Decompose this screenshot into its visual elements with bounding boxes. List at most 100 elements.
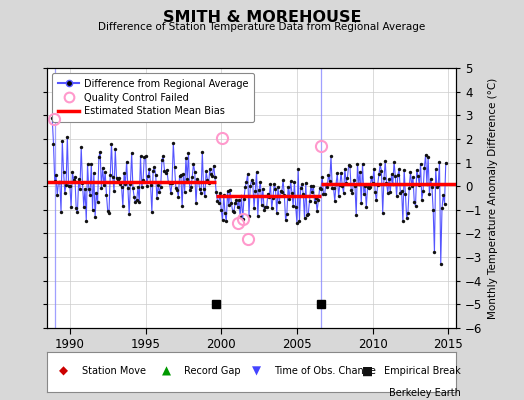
Point [359,190,368,197]
Point [268,205,276,212]
Point [352,212,361,218]
Point [151,172,160,178]
Point [342,180,351,186]
Point [435,159,444,165]
Point [365,185,373,191]
Point [266,180,275,187]
Point [177,172,185,178]
Point [155,189,163,195]
Point [193,176,201,182]
Point [106,172,114,179]
Point [399,218,407,224]
Point [244,171,252,177]
Point [216,190,224,196]
Point [217,207,225,213]
Point [70,177,78,183]
Point [256,178,265,185]
Point [187,184,195,190]
Text: SMITH & MOREHOUSE: SMITH & MOREHOUSE [163,10,361,25]
Point [112,175,121,181]
Point [61,189,69,196]
Point [139,177,147,183]
Point [381,158,389,164]
Point [336,182,344,188]
Point [99,164,107,171]
Point [64,183,73,190]
Point [83,161,92,167]
Point [383,180,391,186]
Point [246,183,255,190]
Point [194,178,203,185]
Point [149,168,157,174]
Point [127,150,136,156]
Point [308,189,316,196]
Point [68,169,77,176]
Point [264,190,272,197]
Point [223,188,232,194]
Point [174,194,182,200]
Point [368,180,377,186]
Point [386,189,395,196]
Point [293,220,301,226]
Point [302,180,310,186]
Point [401,190,410,197]
Point [93,199,102,206]
Point [361,183,369,189]
Point [219,217,227,223]
Point [300,215,309,221]
Point [325,178,334,185]
Point [348,190,357,196]
Point [356,169,364,176]
Point [310,199,319,205]
Point [164,179,172,185]
Point [200,185,208,192]
Point [282,211,291,217]
Point [411,203,420,209]
Point [133,196,141,203]
Point [213,198,222,204]
Point [331,198,339,204]
Point [378,210,387,216]
Point [272,210,281,216]
Point [211,174,219,180]
Point [397,188,406,194]
Point [50,178,59,184]
Point [329,185,337,191]
Point [104,208,112,214]
Point [185,186,194,193]
Point [285,196,293,203]
Point [297,185,305,191]
Point [234,204,242,210]
Point [102,192,111,198]
Point [76,185,84,192]
Point [254,212,262,219]
Point [114,177,122,184]
Point [287,178,295,184]
Point [434,182,442,189]
Point [324,172,333,178]
Point [255,187,263,193]
Point [169,140,178,147]
Point [367,174,376,180]
Point [77,144,85,150]
Point [188,174,196,180]
Point [363,184,372,190]
Point [439,192,447,198]
Point [442,160,450,166]
Point [91,214,99,220]
Point [160,167,169,174]
Point [86,191,94,198]
Point [374,181,382,188]
Point [197,190,205,196]
Point [87,160,95,167]
Point [73,209,82,215]
Point [49,140,58,147]
Point [235,196,243,203]
Point [395,166,403,172]
Point [84,186,93,192]
Point [358,160,367,167]
Point [396,190,405,197]
Point [340,190,348,196]
Point [417,160,425,167]
Point [251,188,259,194]
